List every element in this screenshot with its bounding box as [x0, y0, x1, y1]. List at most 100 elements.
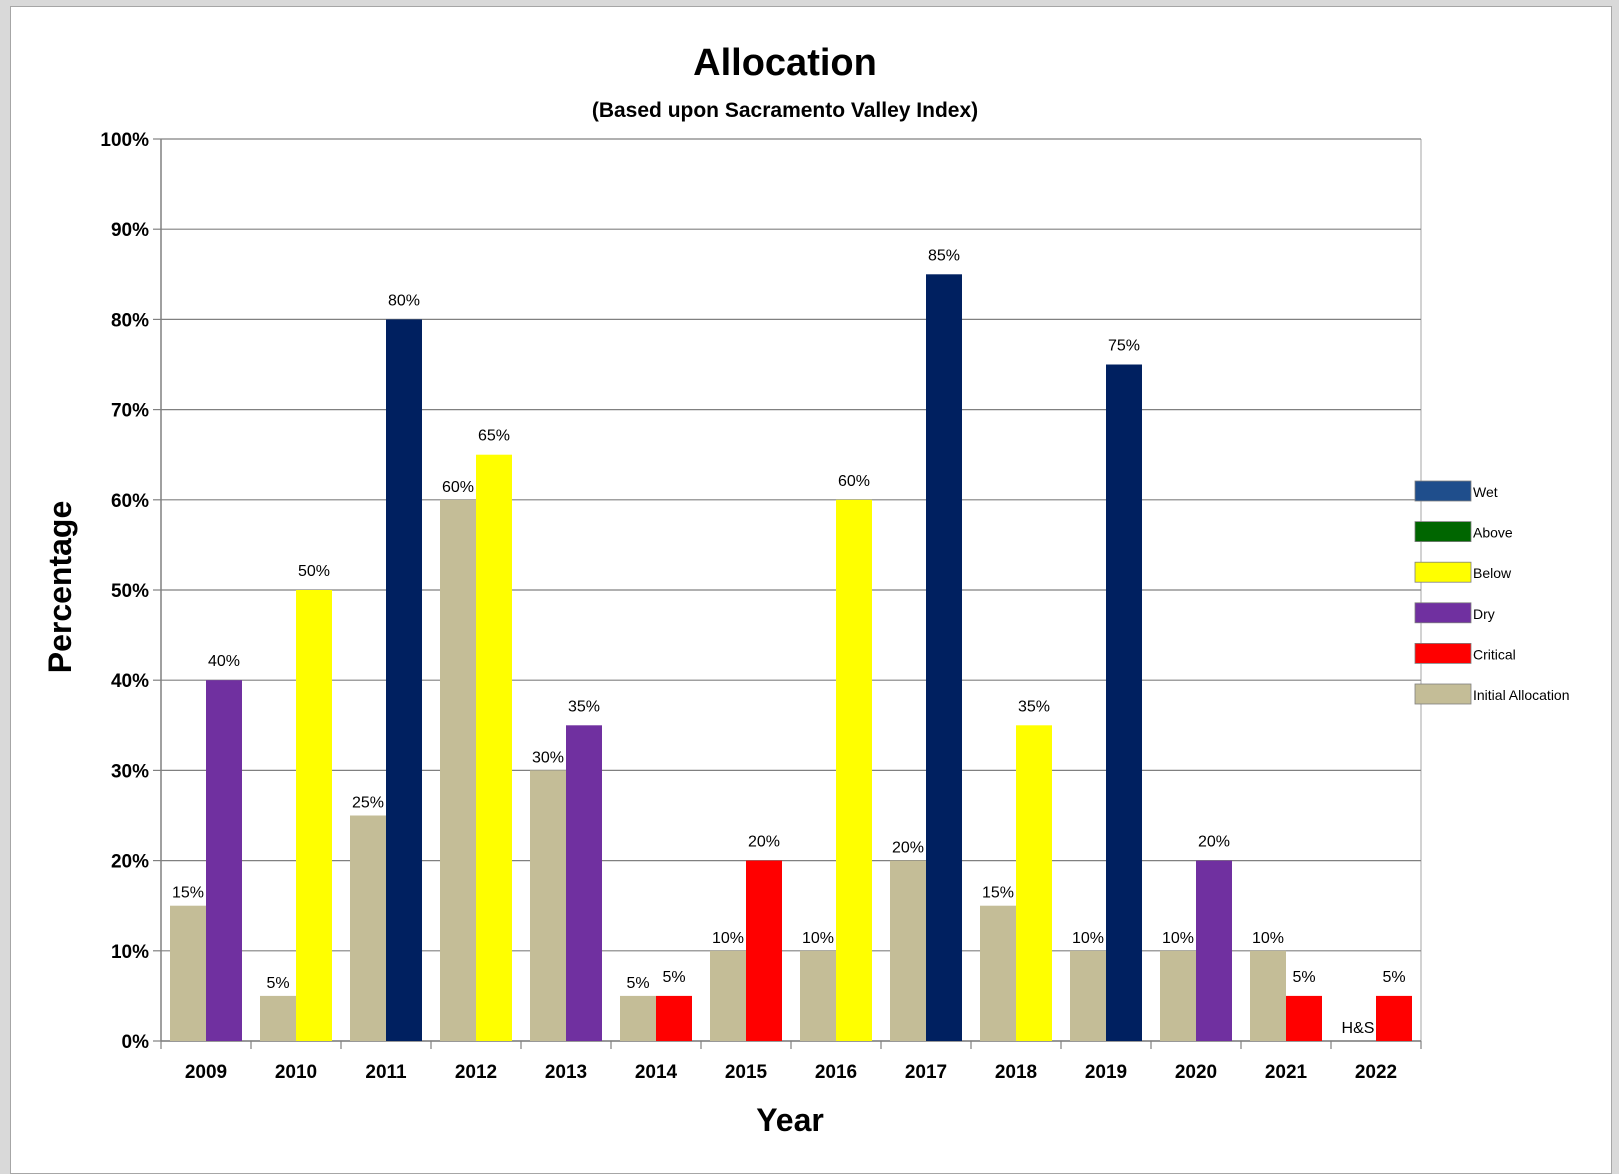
data-label-final: 60% [838, 473, 870, 490]
data-label-initial: 10% [1072, 930, 1104, 947]
chart-frame: Allocation (Based upon Sacramento Valley… [10, 6, 1612, 1174]
data-label-final: 35% [1018, 698, 1050, 715]
bar-final-allocation [1376, 995, 1412, 1041]
legend-swatch [1414, 683, 1472, 705]
data-label-final: 40% [208, 653, 240, 670]
chart-svg: Allocation (Based upon Sacramento Valley… [42, 42, 1570, 1138]
legend-swatch [1414, 521, 1472, 542]
bar-final-allocation [206, 680, 242, 1041]
legend-label: Dry [1473, 606, 1495, 622]
data-label-final: 65% [478, 428, 510, 445]
bar-final-allocation [926, 274, 962, 1041]
data-label-initial: 25% [352, 795, 384, 812]
x-tick-label: 2019 [1085, 1062, 1127, 1083]
x-tick-label: 2022 [1355, 1062, 1397, 1083]
y-tick-label: 30% [111, 761, 149, 782]
x-tick-label: 2016 [815, 1062, 857, 1083]
legend-swatch [1414, 643, 1472, 664]
x-tick-label: 2014 [635, 1062, 678, 1083]
legend-label: Wet [1473, 484, 1498, 500]
x-tick-label: 2010 [275, 1062, 317, 1083]
data-label-final: 85% [928, 247, 960, 264]
bar-initial-allocation [890, 860, 926, 1041]
legend: Wet Above Below Dry Critical Initial Allocati… [1414, 480, 1570, 705]
bar-final-allocation [476, 454, 512, 1041]
bar-initial-allocation [980, 905, 1016, 1041]
bar-initial-allocation [260, 995, 296, 1041]
bar-final-allocation [1286, 995, 1322, 1041]
bar-initial-allocation [710, 950, 746, 1041]
bar-final-allocation [1196, 860, 1232, 1041]
bar-final-allocation [296, 590, 332, 1041]
data-label-initial: 15% [982, 885, 1014, 902]
legend-swatch [1414, 480, 1472, 502]
data-label-final: 5% [1292, 969, 1315, 986]
data-label-final: 20% [1198, 834, 1230, 851]
legend-swatch [1414, 561, 1472, 583]
bar-initial-allocation [530, 770, 566, 1041]
x-tick-label: 2017 [905, 1062, 947, 1083]
y-tick-label: 100% [100, 130, 149, 151]
data-label-initial: 5% [266, 975, 289, 992]
data-label-initial: 10% [1252, 930, 1284, 947]
data-label-final: 5% [662, 969, 685, 986]
chart-title: Allocation [693, 42, 877, 84]
bar-initial-allocation [1070, 950, 1106, 1041]
y-tick-label: 0% [122, 1032, 150, 1053]
x-tick-label: 2013 [545, 1062, 587, 1083]
bar-final-allocation [836, 499, 872, 1041]
x-tick-label: 2021 [1265, 1062, 1308, 1083]
data-label-initial: 60% [442, 479, 474, 496]
x-tick-label: 2011 [365, 1062, 407, 1083]
chart-subtitle: (Based upon Sacramento Valley Index) [592, 99, 978, 122]
x-tick-label: 2009 [185, 1062, 227, 1083]
bar-initial-allocation [350, 815, 386, 1041]
x-tick-label: 2020 [1175, 1062, 1217, 1083]
y-tick-label: 80% [111, 310, 149, 331]
bar-final-allocation [1106, 364, 1142, 1041]
bar-initial-allocation [620, 995, 656, 1041]
data-label-final: 35% [568, 698, 600, 715]
y-tick-label: 90% [111, 220, 149, 241]
data-label-final: 75% [1108, 338, 1140, 355]
data-label-final: 50% [298, 563, 330, 580]
y-tick-label: 70% [111, 401, 149, 422]
bar-initial-allocation [170, 905, 206, 1041]
legend-swatch [1414, 602, 1472, 624]
x-tick-label: 2018 [995, 1062, 1037, 1083]
data-label-initial: 5% [626, 975, 649, 992]
data-label-final: 20% [748, 834, 780, 851]
y-tick-label: 20% [111, 852, 149, 873]
bar-initial-allocation [1160, 950, 1196, 1041]
legend-label: Critical [1473, 646, 1516, 662]
bar-final-allocation [1016, 725, 1052, 1041]
data-label-initial: 10% [802, 930, 834, 947]
x-axis-title: Year [756, 1102, 824, 1138]
legend-label: Above [1473, 525, 1513, 541]
bar-final-allocation [746, 860, 782, 1041]
y-axis-title: Percentage [42, 501, 78, 674]
data-label-initial: 10% [1162, 930, 1194, 947]
bar-initial-allocation [1250, 950, 1286, 1041]
bar-final-allocation [386, 319, 422, 1041]
data-label-initial: 30% [532, 749, 564, 766]
legend-label: Initial Allocation [1473, 687, 1570, 703]
bar-final-allocation [566, 725, 602, 1041]
data-label-initial: H&S [1342, 1020, 1375, 1037]
y-tick-label: 40% [111, 671, 149, 692]
data-label-final: 80% [388, 292, 420, 309]
x-tick-label: 2015 [725, 1062, 768, 1083]
data-label-final: 5% [1382, 969, 1405, 986]
bar-final-allocation [656, 995, 692, 1041]
y-tick-label: 10% [111, 942, 149, 963]
legend-label: Below [1473, 565, 1512, 581]
data-label-initial: 10% [712, 930, 744, 947]
plot-area: 0% 10% 20% 30% 40% 50% 60% 70% 80% 90% 100% 2009 201… [100, 130, 1422, 1083]
data-label-initial: 20% [892, 840, 924, 857]
bar-initial-allocation [440, 499, 476, 1041]
y-tick-label: 60% [111, 491, 149, 512]
data-label-initial: 15% [172, 885, 204, 902]
bar-initial-allocation [800, 950, 836, 1041]
y-tick-label: 50% [111, 581, 149, 602]
x-tick-label: 2012 [455, 1062, 497, 1083]
